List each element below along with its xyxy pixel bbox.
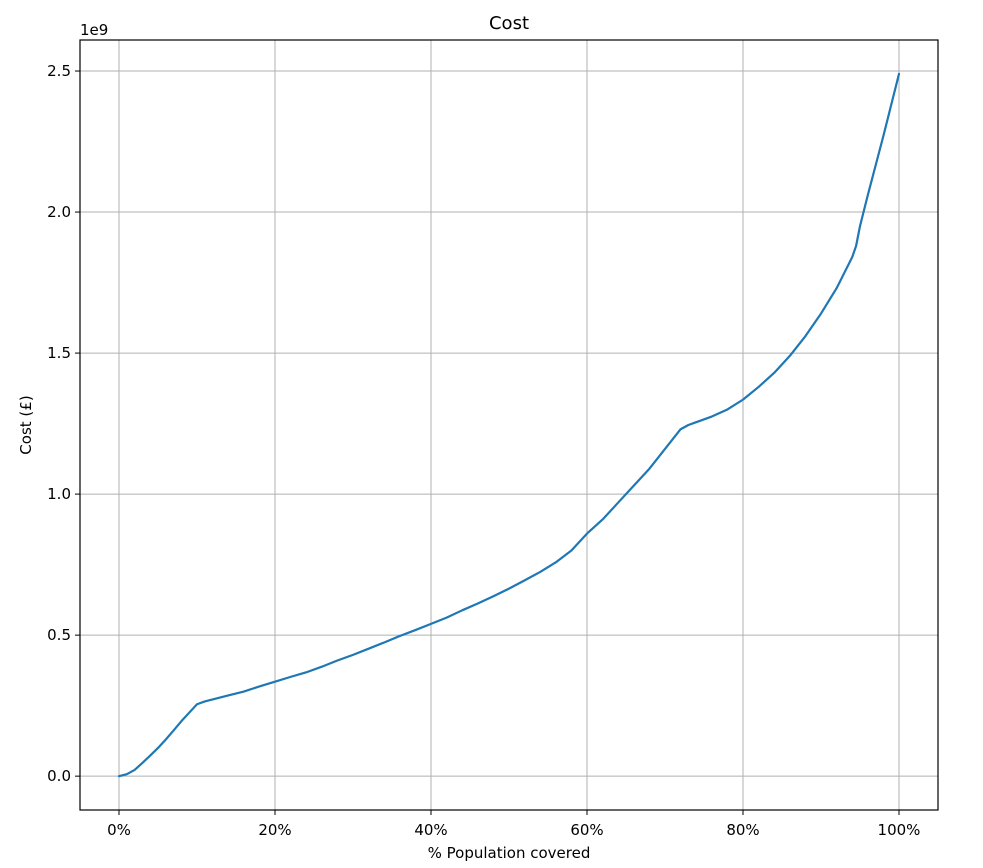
series-layer — [117, 72, 901, 778]
series-point — [680, 428, 682, 430]
chart-title: Cost — [489, 13, 529, 34]
series-point — [555, 562, 557, 564]
series-point — [204, 701, 206, 703]
y-tick-label: 1.5 — [47, 344, 71, 362]
series-point — [477, 603, 479, 605]
series-point — [430, 623, 432, 625]
y-axis-label: Cost (£) — [17, 395, 35, 454]
series-point — [883, 135, 885, 137]
x-tick-label: 80% — [726, 821, 759, 839]
series-point — [274, 681, 276, 683]
series-point — [649, 468, 651, 470]
series-point — [711, 416, 713, 418]
series-point — [446, 617, 448, 619]
series-point — [352, 654, 354, 656]
y-axis-offset-label: 1e9 — [80, 21, 108, 39]
y-tick-label: 0.5 — [47, 626, 71, 644]
series-point — [157, 747, 159, 749]
series-point — [508, 588, 510, 590]
series-point — [227, 695, 229, 697]
series-point — [181, 720, 183, 722]
series-point — [165, 739, 167, 741]
series-point — [305, 672, 307, 674]
series-point — [898, 73, 900, 75]
series-point — [844, 272, 846, 274]
series-point — [633, 485, 635, 487]
series-point — [196, 703, 198, 705]
x-tick-label: 100% — [878, 821, 921, 839]
x-tick-label: 0% — [107, 821, 131, 839]
series-point — [617, 502, 619, 504]
series-point — [851, 256, 853, 258]
series-line-0 — [117, 72, 901, 778]
series-point — [789, 355, 791, 357]
ticks-layer: 0% 20% 40% 60% 80% 100% 0.0 0.5 1.0 1.5 2.0 2.5 — [47, 62, 920, 839]
series-point — [118, 775, 120, 777]
series-point — [173, 730, 175, 732]
series-point — [688, 424, 690, 426]
y-tick-label: 1.0 — [47, 485, 71, 503]
series-point — [571, 550, 573, 552]
series-point — [524, 580, 526, 582]
y-tick-label: 0.0 — [47, 767, 71, 785]
series-point — [758, 386, 760, 388]
series-point — [602, 519, 604, 521]
series-point — [586, 533, 588, 535]
series-point — [855, 245, 857, 247]
grid-layer — [80, 40, 938, 810]
series-point — [149, 755, 151, 757]
series-point — [664, 448, 666, 450]
series-point — [493, 595, 495, 597]
series-point — [859, 225, 861, 227]
series-point — [126, 773, 128, 775]
series-point — [836, 287, 838, 289]
series-point — [461, 610, 463, 612]
series-point — [290, 676, 292, 678]
series-point — [727, 409, 729, 411]
series-point — [134, 769, 136, 771]
series-point — [337, 660, 339, 662]
x-axis-label: % Population covered — [428, 844, 591, 862]
series-point — [820, 313, 822, 315]
series-point — [259, 686, 261, 688]
series-point — [142, 762, 144, 764]
x-tick-label: 20% — [258, 821, 291, 839]
plot-frame — [79, 39, 939, 811]
series-point — [773, 372, 775, 374]
series-point — [695, 421, 697, 423]
series-point — [383, 642, 385, 644]
y-tick-label: 2.5 — [47, 62, 71, 80]
series-point — [212, 699, 214, 701]
series-point — [368, 648, 370, 650]
x-tick-label: 60% — [570, 821, 603, 839]
series-point — [742, 399, 744, 401]
series-point — [399, 635, 401, 637]
series-point — [321, 666, 323, 668]
y-tick-label: 2.0 — [47, 203, 71, 221]
series-point — [415, 629, 417, 631]
series-point — [539, 571, 541, 573]
x-tick-label: 40% — [414, 821, 447, 839]
series-point — [867, 194, 869, 196]
series-point — [805, 335, 807, 337]
series-point — [188, 712, 190, 714]
series-point — [243, 691, 245, 693]
